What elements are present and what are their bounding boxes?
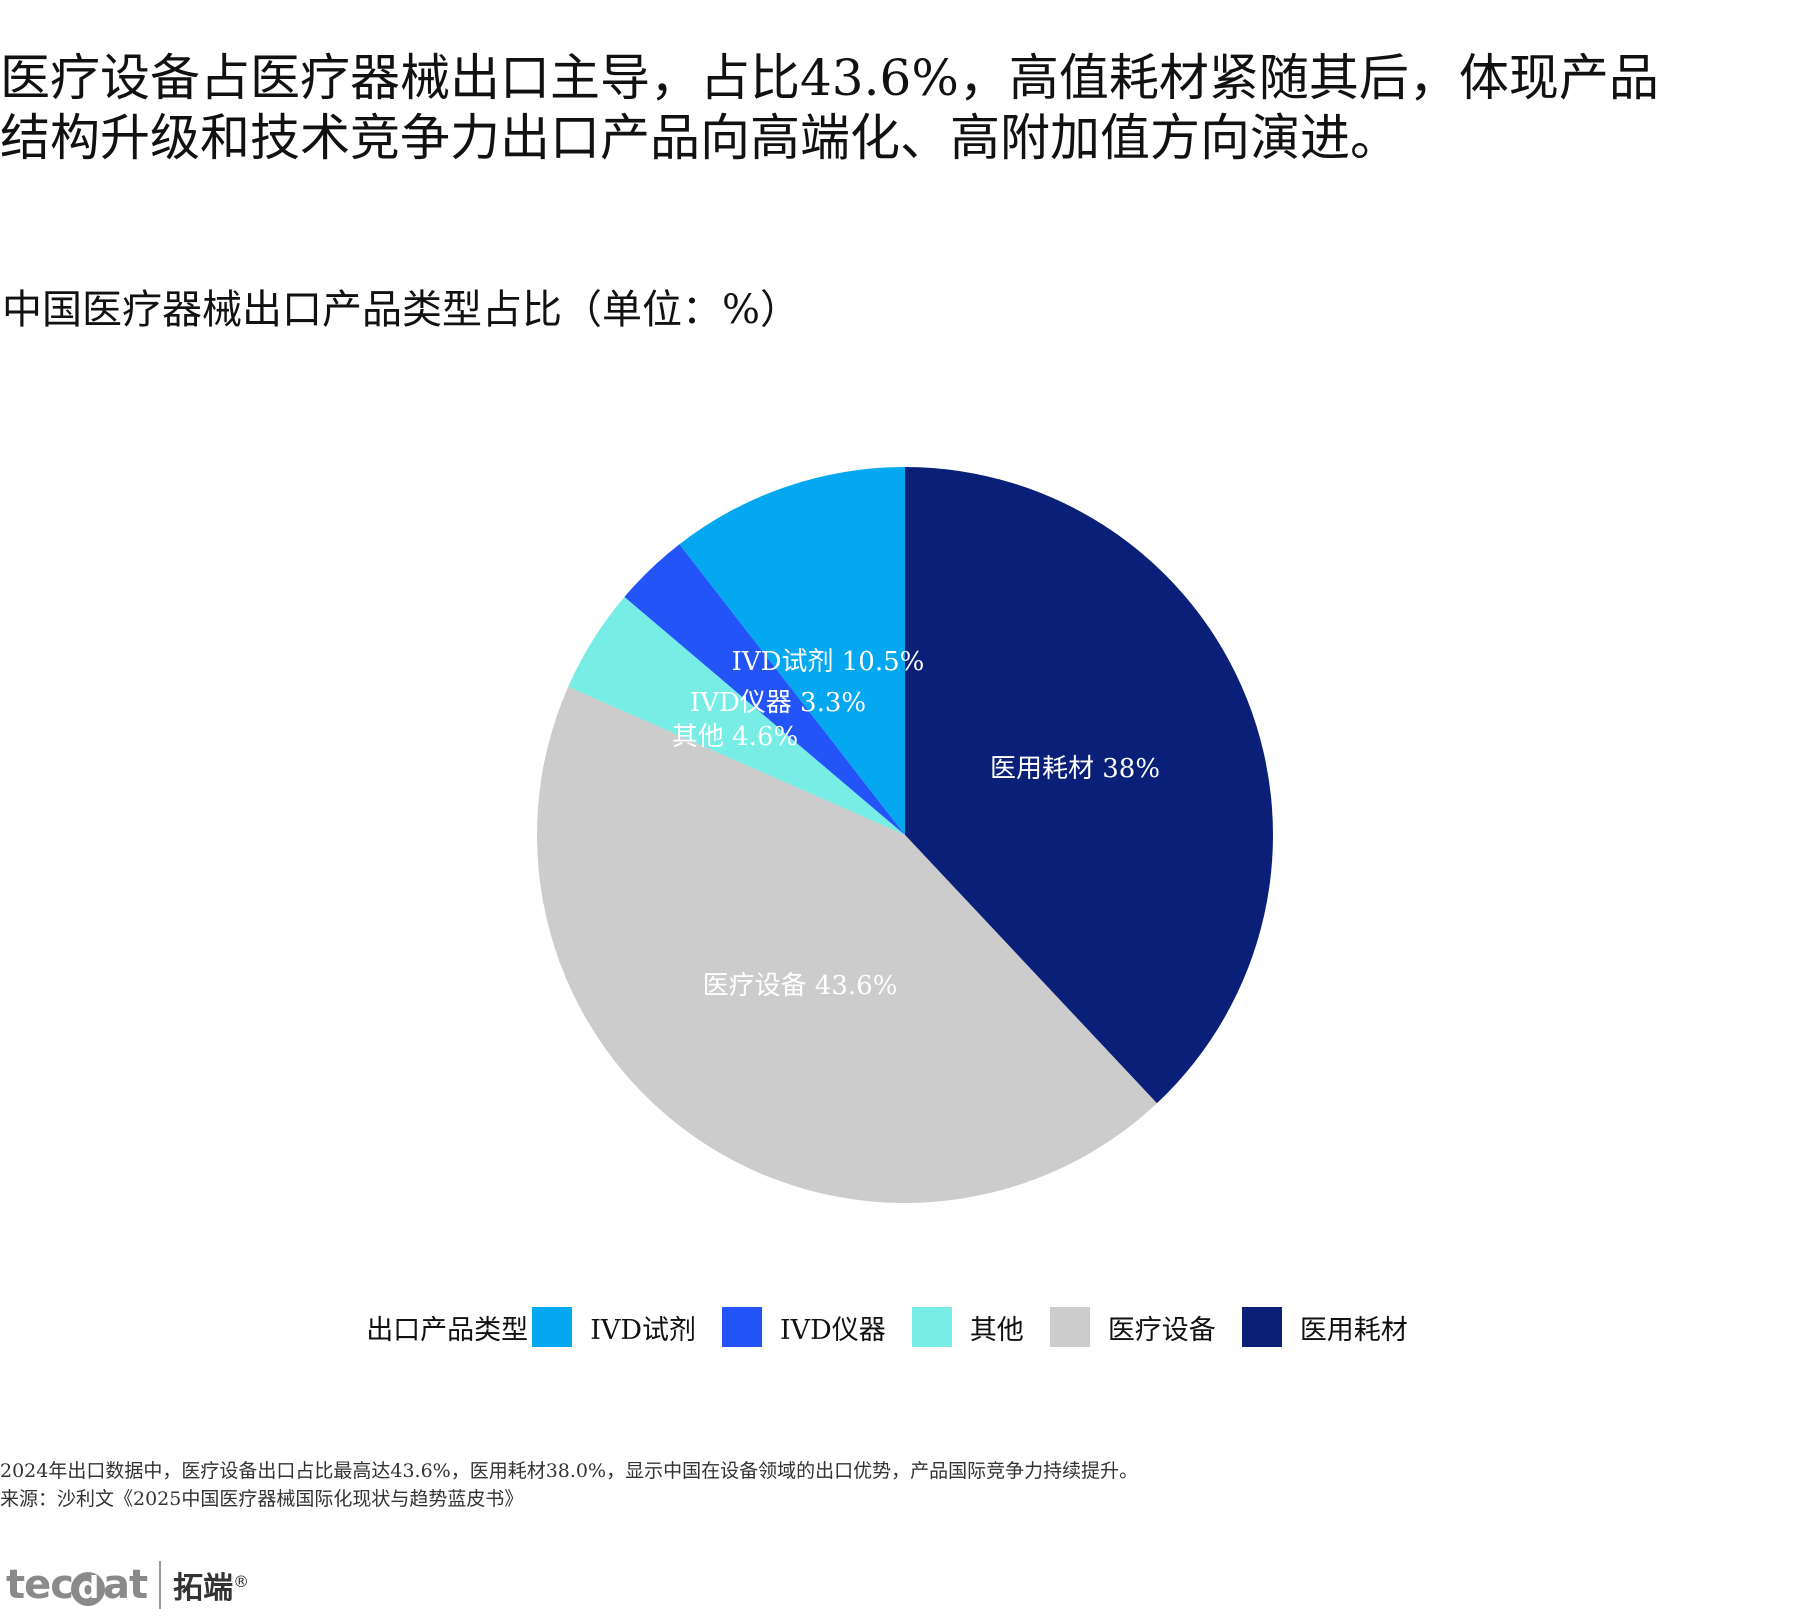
logo-divider	[159, 1561, 162, 1609]
legend-swatch-医用耗材	[1241, 1307, 1282, 1347]
pie-chart: 医用耗材 38% 医疗设备 43.6% 其他 4.6% IVD仪器 3.3% IVD试剂…	[537, 467, 1273, 1203]
pie-labels: 医用耗材 38% 医疗设备 43.6% 其他 4.6% IVD仪器 3.3% IVD试剂…	[672, 647, 1160, 1001]
slice-label-医疗设备: 医疗设备 43.6%	[703, 971, 898, 1001]
legend-item-其他: 其他	[911, 1307, 1024, 1347]
legend-swatch-其他	[911, 1307, 952, 1347]
logo-ring-icon: d	[70, 1572, 105, 1606]
pie-slice-医疗设备	[537, 686, 1157, 1203]
headline-line-1: 医疗设备占医疗器械出口主导，占比43.6%，高值耗材紧随其后，体现产品	[0, 49, 1659, 107]
legend: 出口产品类型 IVD试剂 IVD仪器 其他 医疗设备 医用耗材	[0, 1305, 1800, 1349]
legend-item-IVD仪器: IVD仪器	[722, 1307, 886, 1347]
legend-title: 出口产品类型	[366, 1314, 529, 1346]
legend-item-医用耗材: 医用耗材	[1241, 1307, 1408, 1347]
legend-items: IVD试剂 IVD仪器 其他 医疗设备 医用耗材	[532, 1307, 1434, 1347]
pie-slice-IVD仪器	[624, 544, 905, 835]
summary-note: 2024年出口数据中，医疗设备出口占比最高达43.6%，医用耗材38.0%，显示…	[0, 1460, 1139, 1482]
slice-label-IVD试剂: IVD试剂 10.5%	[732, 647, 925, 677]
legend-label-医用耗材: 医用耗材	[1299, 1314, 1408, 1346]
legend-label-其他: 其他	[969, 1314, 1024, 1346]
logo-cn-text: 拓端®	[173, 1563, 249, 1607]
slice-label-其他: 其他 4.6%	[672, 722, 798, 752]
source-note: 来源：沙利文《2025中国医疗器械国际化现状与趋势蓝皮书》	[0, 1488, 524, 1510]
logo-cn-label: 拓端	[173, 1571, 234, 1606]
legend-item-医疗设备: 医疗设备	[1049, 1307, 1216, 1347]
headline-line-2: 结构升级和技术竞争力出口产品向高端化、高附加值方向演进。	[0, 109, 1400, 167]
logo-mark: tec d at	[6, 1562, 148, 1608]
pie-slice-IVD试剂	[679, 467, 905, 835]
legend-swatch-医疗设备	[1049, 1307, 1090, 1347]
headline: 医疗设备占医疗器械出口主导，占比43.6%，高值耗材紧随其后，体现产品 结构升级…	[0, 48, 1800, 168]
legend-swatch-IVD仪器	[722, 1307, 762, 1347]
logo-reg-mark: ®	[233, 1572, 250, 1591]
legend-swatch-IVD试剂	[532, 1307, 573, 1347]
slice-label-医用耗材: 医用耗材 38%	[990, 754, 1160, 784]
pie-slices	[537, 467, 1273, 1203]
legend-label-IVD试剂: IVD试剂	[590, 1314, 696, 1346]
legend-label-IVD仪器: IVD仪器	[780, 1314, 886, 1346]
tecdat-logo: tec d at 拓端®	[6, 1555, 249, 1615]
pie-slice-医用耗材	[905, 467, 1273, 1104]
legend-item-IVD试剂: IVD试剂	[532, 1307, 696, 1347]
legend-label-医疗设备: 医疗设备	[1107, 1314, 1216, 1346]
slice-label-IVD仪器: IVD仪器 3.3%	[690, 688, 866, 718]
pie-slice-其他	[568, 596, 905, 835]
chart-title: 中国医疗器械出口产品类型占比（单位：%）	[2, 287, 801, 333]
